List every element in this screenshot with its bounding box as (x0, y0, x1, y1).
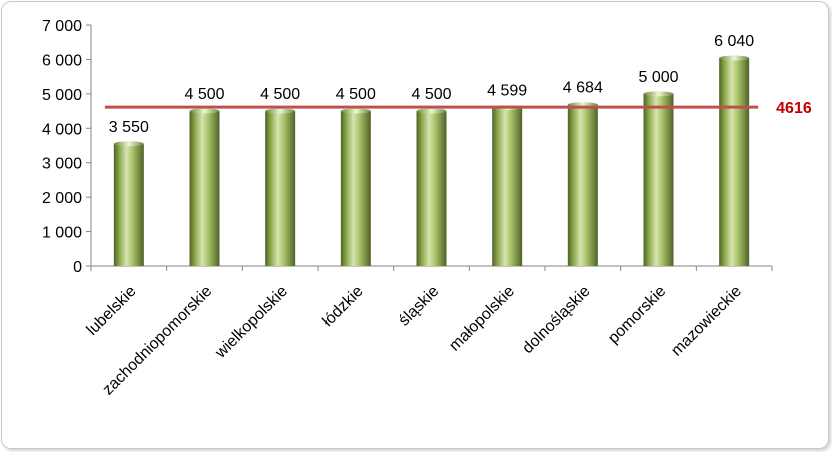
bar-3 (265, 108, 296, 266)
bar-5 (416, 108, 447, 266)
data-label: 4 500 (260, 86, 300, 103)
bar-cap (113, 141, 144, 147)
x-tick-label: dolnośląskie (519, 283, 593, 357)
y-tick-label: 5 000 (42, 87, 82, 104)
x-tick-label: lubelskie (84, 283, 140, 339)
bar (567, 104, 598, 266)
x-tick-label: małopolskie (446, 283, 518, 355)
bar-7 (567, 102, 598, 266)
bar-cap (189, 108, 220, 114)
data-label: 4 500 (411, 86, 451, 103)
y-tick-label: 7 000 (42, 18, 82, 35)
bar-8 (643, 91, 674, 266)
data-label: 4 500 (184, 86, 224, 103)
y-tick-label: 0 (73, 259, 82, 276)
y-tick-label: 2 000 (42, 190, 82, 207)
bar (189, 111, 220, 266)
data-label: 4 500 (336, 86, 376, 103)
bar-cap (719, 55, 750, 61)
y-tick-label: 1 000 (42, 225, 82, 242)
data-label: 5 000 (638, 69, 678, 86)
y-tick-label: 4 000 (42, 121, 82, 138)
x-tick-label: mazowieckie (668, 283, 745, 360)
x-tick-label: wielkopolskie (212, 283, 291, 362)
bar (340, 111, 371, 266)
bar (492, 107, 523, 267)
y-tick-label: 3 000 (42, 156, 82, 173)
y-tick-label: 6 000 (42, 52, 82, 69)
data-label: 6 040 (714, 33, 754, 50)
bar-cap (340, 108, 371, 114)
data-label: 3 550 (109, 119, 149, 136)
data-label: 4 599 (487, 83, 527, 100)
bar-6 (492, 105, 523, 267)
data-label: 4 684 (563, 80, 603, 97)
x-tick-label: śląskie (396, 283, 443, 330)
bar-1 (113, 141, 144, 266)
bar (416, 111, 447, 266)
bar-9 (719, 55, 750, 267)
average-label: 4616 (776, 100, 812, 117)
bar-cap (416, 108, 447, 114)
bar-cap (643, 91, 674, 97)
bar (113, 143, 144, 266)
x-tick-label: pomorskie (605, 283, 669, 347)
bar (265, 111, 296, 266)
average-line-group: 4616 (104, 100, 812, 117)
bar-2 (189, 108, 220, 266)
bar-cap (265, 108, 296, 114)
bar (719, 58, 750, 267)
bar-4 (340, 108, 371, 266)
x-tick-label: łódzkie (319, 283, 366, 330)
bar (643, 93, 674, 266)
